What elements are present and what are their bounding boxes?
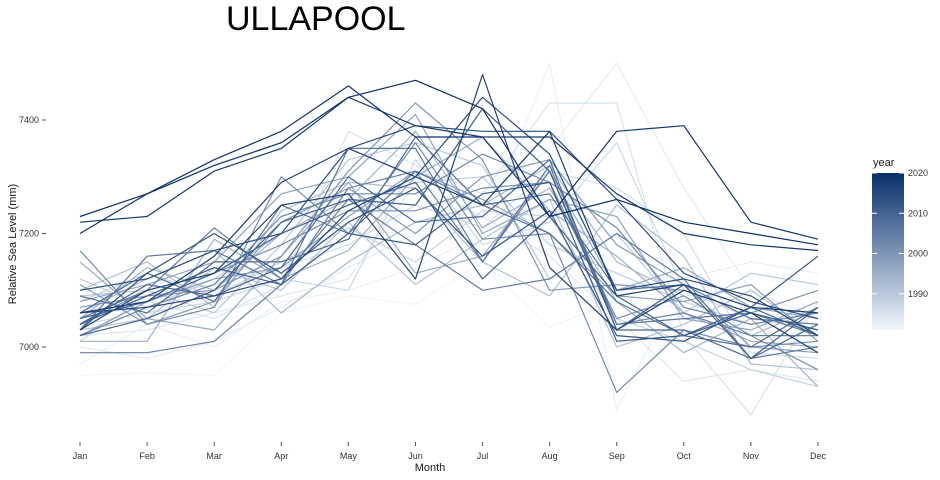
legend-colorbar xyxy=(872,173,904,330)
x-tick-label: Jun xyxy=(408,451,423,461)
x-tick-label: May xyxy=(340,451,358,461)
series-line-2014 xyxy=(79,125,819,320)
series-line-2009 xyxy=(79,159,819,359)
series-line-2007 xyxy=(79,170,819,325)
series-line-2012 xyxy=(79,181,819,342)
x-tick-label: Jul xyxy=(477,451,489,461)
series-line-1996 xyxy=(79,170,819,331)
series-line-1998 xyxy=(79,170,819,342)
legend-tick-label: 2020 xyxy=(908,168,928,178)
legend-tick-label: 2000 xyxy=(908,249,928,259)
series-line-1981 xyxy=(79,261,819,376)
x-tick-label: Sep xyxy=(609,451,625,461)
series-line-2005 xyxy=(79,198,819,359)
series-line-1983 xyxy=(79,62,819,359)
x-tick-label: Dec xyxy=(810,451,827,461)
y-tick-label: 7200 xyxy=(19,229,39,239)
y-tick-label: 7000 xyxy=(19,342,39,352)
legend-title: year xyxy=(873,157,895,169)
series-line-2020 xyxy=(79,79,819,246)
chart-title: ULLAPOOL xyxy=(226,0,406,38)
x-tick-label: Apr xyxy=(274,451,288,461)
y-tick-label: 7400 xyxy=(19,115,39,125)
x-tick-label: Aug xyxy=(542,451,558,461)
series-line-2006 xyxy=(79,147,819,337)
series-line-2008 xyxy=(79,136,819,348)
series-line-1988 xyxy=(79,210,819,388)
series-line-2004 xyxy=(80,170,818,354)
series-line-2016 xyxy=(79,73,819,354)
series-line-2017 xyxy=(79,130,819,314)
x-tick-label: Feb xyxy=(139,451,155,461)
x-axis-label: Month xyxy=(414,462,446,474)
series-line-2011 xyxy=(79,108,819,359)
x-tick-label: Nov xyxy=(743,451,760,461)
legend-tick-label: 1990 xyxy=(908,289,928,299)
series-line-1985 xyxy=(79,102,819,416)
legend-tick-label: 2010 xyxy=(908,208,928,218)
series-line-2010 xyxy=(79,181,819,337)
x-tick-label: Oct xyxy=(677,451,692,461)
x-tick-label: Jan xyxy=(73,451,88,461)
series-line-2019 xyxy=(79,85,819,240)
series-line-2003 xyxy=(79,153,819,337)
series-line-1995 xyxy=(80,136,819,348)
series-line-2018 xyxy=(79,96,819,252)
series-line-1994 xyxy=(79,130,819,388)
series-line-1990 xyxy=(79,142,819,314)
x-tick-label: Mar xyxy=(206,451,222,461)
series-line-2013 xyxy=(79,187,819,342)
